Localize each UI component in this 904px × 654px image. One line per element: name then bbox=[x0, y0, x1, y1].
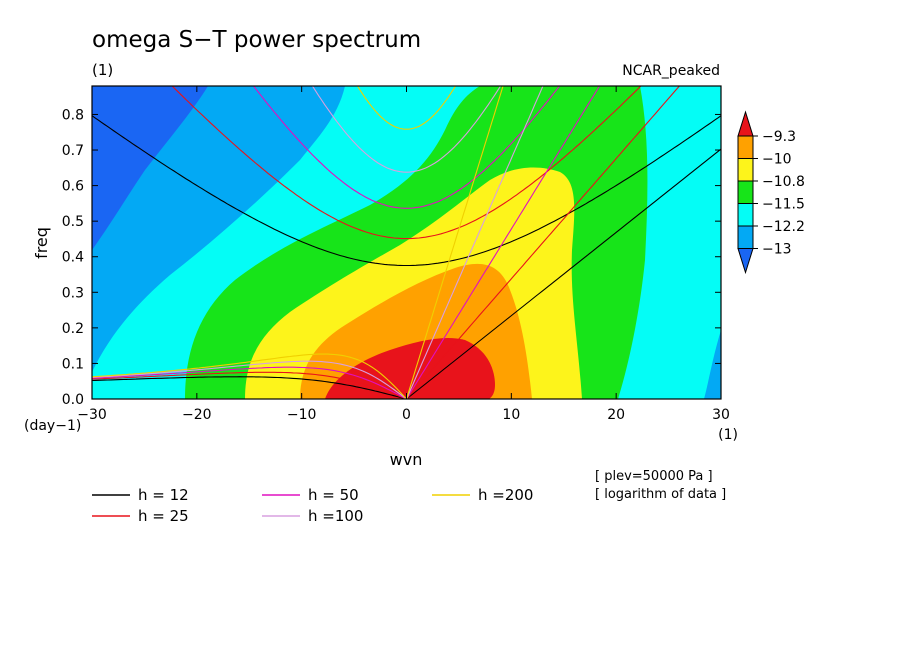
legend-label: h = 25 bbox=[138, 507, 189, 525]
dispersion-curve bbox=[405, 86, 544, 399]
x-tick-label: −20 bbox=[182, 407, 212, 423]
dispersion-curve bbox=[92, 366, 407, 399]
colorbar-label: −12.2 bbox=[762, 219, 805, 235]
y-tick-label: 0.1 bbox=[62, 356, 84, 372]
y-tick-label: 0.5 bbox=[62, 214, 84, 230]
y-tick-label: 0.8 bbox=[62, 107, 84, 123]
y-tick-label: 0.4 bbox=[62, 250, 84, 266]
dispersion-curve bbox=[92, 115, 721, 267]
dispersion-curve bbox=[406, 86, 681, 399]
colorbar-swatch bbox=[737, 203, 754, 227]
dispersion-curve bbox=[356, 86, 457, 130]
dispersion-curve bbox=[92, 360, 407, 399]
dispersion-curve bbox=[252, 86, 561, 209]
y-tick-label: 0.3 bbox=[62, 285, 84, 301]
colorbar-swatch bbox=[737, 135, 754, 159]
colorbar-arrow-bottom bbox=[737, 248, 754, 275]
x-unit-label: (1) bbox=[718, 427, 738, 443]
dispersion-curve bbox=[405, 86, 504, 399]
colorbar-label: −13 bbox=[762, 242, 792, 258]
legend: h = 12 h = 25 h = 50 h =100 h =200 bbox=[92, 486, 533, 525]
y-tick-label: 0.0 bbox=[62, 392, 84, 408]
x-tick-label: 0 bbox=[402, 407, 411, 423]
y-unit-label: (day−1) bbox=[24, 418, 81, 434]
contour-field bbox=[92, 86, 721, 399]
legend-label: h =100 bbox=[308, 507, 363, 525]
chart-subtitle-left: (1) bbox=[92, 61, 113, 79]
y-tick-label: 0.7 bbox=[62, 143, 84, 159]
y-axis-label: freq bbox=[32, 227, 51, 259]
note-plev: [ plev=50000 Pa ] bbox=[595, 469, 713, 484]
dispersion-curve bbox=[406, 148, 721, 399]
dispersion-curve bbox=[92, 376, 407, 399]
dispersion-curve bbox=[92, 371, 407, 399]
colorbar-swatch bbox=[737, 158, 754, 182]
x-axis-label: wvn bbox=[390, 450, 423, 469]
colorbar-swatch bbox=[737, 180, 754, 204]
contour-band-deep bbox=[92, 86, 208, 250]
legend-label: h = 12 bbox=[138, 486, 189, 504]
contour-band-red bbox=[325, 338, 495, 399]
colorbar-label: −11.5 bbox=[762, 197, 805, 213]
legend-label: h =200 bbox=[478, 486, 533, 504]
y-tick-label: 0.2 bbox=[62, 321, 84, 337]
legend-label: h = 50 bbox=[308, 486, 359, 504]
dispersion-curve bbox=[92, 353, 407, 399]
x-tick-label: −10 bbox=[287, 407, 317, 423]
dispersion-curves bbox=[92, 86, 721, 399]
colorbar-swatch bbox=[737, 225, 754, 249]
x-tick-label: −30 bbox=[77, 407, 107, 423]
x-tick-label: 20 bbox=[607, 407, 625, 423]
y-tick-label: 0.6 bbox=[62, 179, 84, 195]
colorbar-arrow-top bbox=[737, 110, 754, 137]
x-tick-label: 30 bbox=[712, 407, 730, 423]
dispersion-curve bbox=[171, 86, 642, 240]
colorbar-label: −9.3 bbox=[762, 129, 796, 145]
axes: −30 −20 −10 0 10 20 30 0.0 0.1 0.2 0.3 0.4 0.5 0.6 0.7… bbox=[62, 86, 730, 423]
x-tick-label: 10 bbox=[502, 407, 520, 423]
colorbar-label: −10 bbox=[762, 152, 792, 168]
chart-subtitle-right: NCAR_peaked bbox=[622, 63, 720, 79]
colorbar-label: −10.8 bbox=[762, 174, 805, 190]
dispersion-curve bbox=[406, 86, 601, 399]
chart-title: omega S−T power spectrum bbox=[92, 27, 421, 53]
dispersion-curve bbox=[311, 86, 502, 173]
note-log: [ logarithm of data ] bbox=[595, 487, 726, 502]
colorbar: −9.3 −10 −10.8 −11.5 −12.2 −13 bbox=[737, 110, 805, 275]
